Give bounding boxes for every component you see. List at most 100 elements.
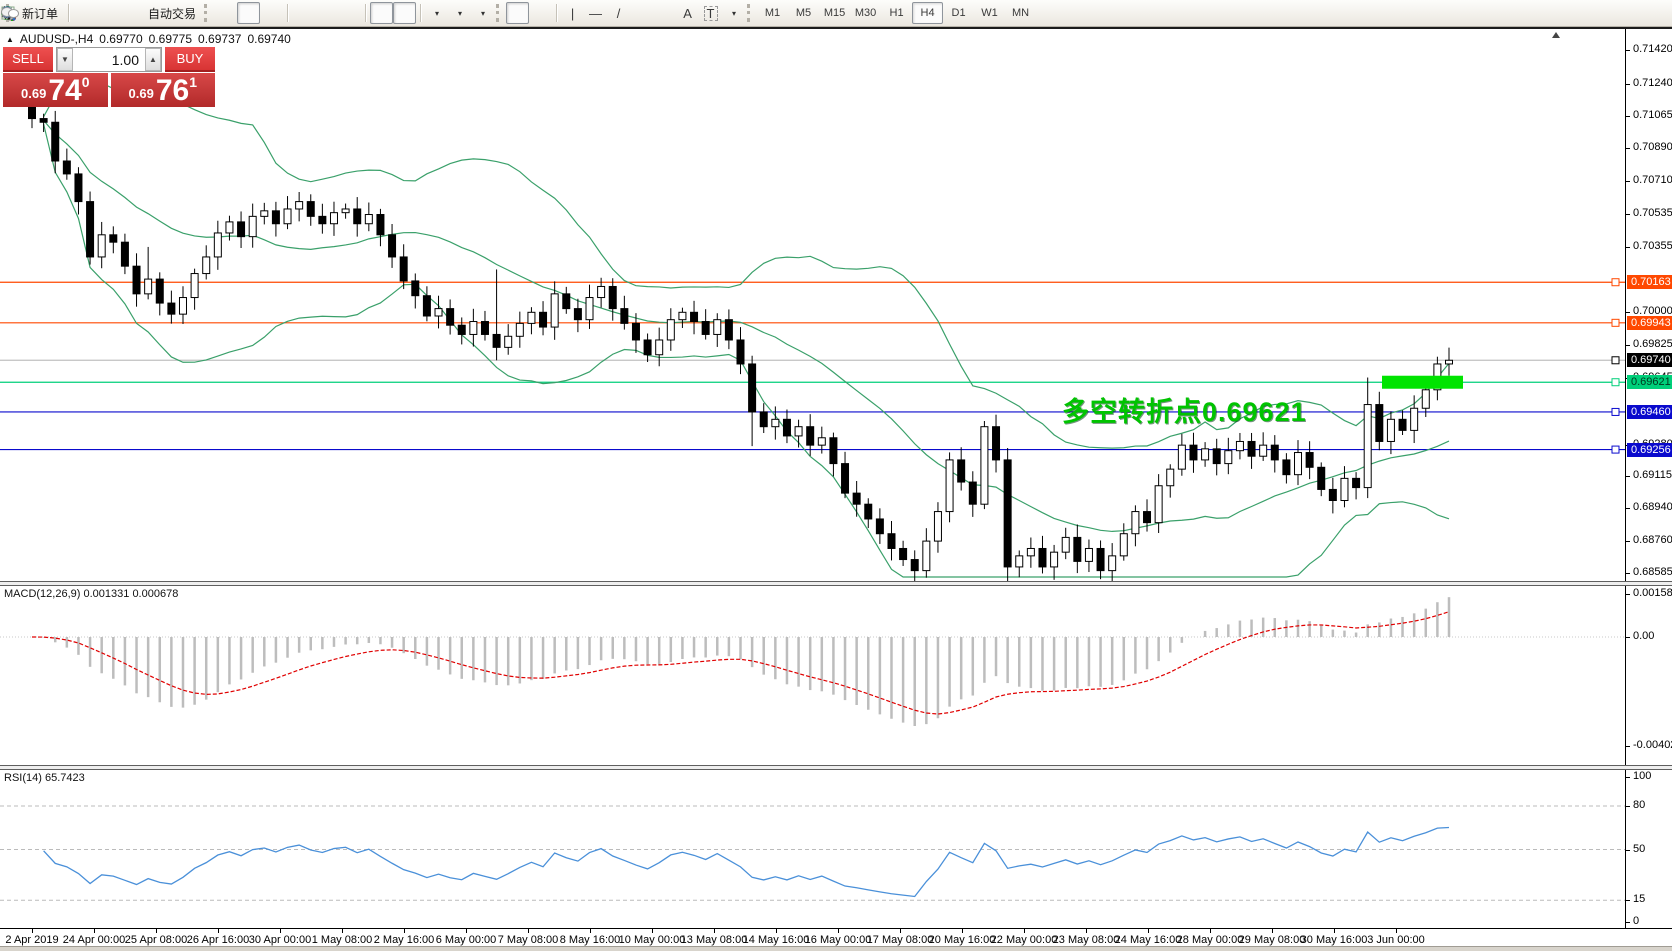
text-tool-button[interactable]: A: [676, 2, 699, 24]
main-chart[interactable]: [0, 29, 1625, 581]
timeframe-button-mn[interactable]: MN: [1011, 7, 1030, 19]
toolbar-grip[interactable]: [204, 4, 210, 22]
candle-body: [1038, 547, 1047, 568]
volume-decrease-button[interactable]: ▼: [57, 48, 73, 71]
timeframe-button-m1[interactable]: M1: [764, 7, 781, 19]
candle-body: [1177, 444, 1186, 470]
volume-input[interactable]: [73, 48, 145, 71]
timeframe-button-w1[interactable]: W1: [981, 7, 998, 19]
sell-button[interactable]: SELL: [3, 47, 53, 72]
buy-price-display[interactable]: 0.69 76 1: [110, 73, 215, 107]
price-line-badge: 0.70163: [1627, 275, 1672, 290]
arrows-tool-button[interactable]: ▾: [3, 2, 745, 24]
time-label: 7 May 08:00: [497, 934, 559, 946]
candlestick-chart-button[interactable]: [1, 2, 261, 24]
trendline-tool-button[interactable]: /: [607, 2, 630, 24]
cursor-tool-button[interactable]: [4, 2, 530, 24]
timeframe-button-m5[interactable]: M5: [795, 7, 812, 19]
price-tick: [1626, 246, 1630, 248]
zoom-out-button[interactable]: [2, 2, 338, 24]
buy-button[interactable]: BUY: [165, 47, 215, 72]
time-tick: [342, 929, 343, 933]
macd-panel[interactable]: [0, 586, 1625, 764]
time-tick: [280, 929, 281, 933]
new-chart-button[interactable]: ▾: [1, 2, 448, 24]
collapse-triangle-icon[interactable]: ▲: [6, 34, 14, 44]
bottom-scroll-strip[interactable]: [0, 946, 1672, 951]
candle-body: [422, 295, 431, 317]
candle-body: [434, 308, 443, 317]
autotrade-label: 自动交易: [148, 6, 197, 21]
new-order-button[interactable]: 新订单: [2, 2, 64, 24]
candle-body: [97, 234, 106, 258]
trendline-icon: /: [616, 5, 621, 21]
timeframe-button-h4[interactable]: H4: [912, 2, 944, 24]
chart-shift-button[interactable]: [2, 2, 417, 24]
signal-button[interactable]: [1, 2, 142, 24]
price-tick-label: 0.70355: [1633, 239, 1672, 252]
zoom-in-button[interactable]: [2, 2, 315, 24]
candle-body: [1398, 418, 1407, 431]
candle-body: [1375, 404, 1384, 442]
time-label: 2 Apr 2019: [5, 934, 59, 946]
channel-tool-button[interactable]: E: [1, 2, 653, 24]
volume-increase-button[interactable]: ▲: [145, 48, 161, 71]
candle-body: [875, 518, 884, 535]
chart-window-border: [0, 27, 1672, 29]
price-line-badge: 0.69621: [1627, 375, 1672, 390]
rsi-panel[interactable]: [0, 770, 1625, 928]
panel-separator[interactable]: [0, 765, 1672, 770]
fibonacci-tool-button[interactable]: F: [2, 2, 676, 24]
candle-body: [1015, 555, 1024, 568]
price-tick: [1626, 475, 1630, 477]
time-label: 3 Jun 00:00: [1367, 934, 1425, 946]
chat-button[interactable]: [1, 2, 1662, 24]
bar-chart-button[interactable]: [1, 2, 237, 24]
chart-shift-marker-icon[interactable]: [1552, 32, 1560, 38]
quote-high: 0.69775: [148, 32, 193, 46]
market-button[interactable]: [2, 2, 96, 24]
candle-body: [62, 160, 71, 175]
crosshair-tool-button[interactable]: [1, 2, 552, 24]
timeframe-button-m15[interactable]: M15: [823, 7, 846, 19]
candle-body: [306, 201, 315, 217]
level-line-marker: [1611, 278, 1620, 287]
candle-body: [1386, 418, 1395, 442]
candle-body: [1061, 536, 1070, 553]
candle-body: [933, 511, 942, 542]
dropdown-caret-icon: ▾: [458, 8, 463, 18]
price-line-badge: 0.69943: [1627, 315, 1672, 330]
candle-body: [817, 437, 826, 446]
profile-button[interactable]: [1, 2, 119, 24]
time-tick: [900, 929, 901, 933]
period-button[interactable]: ▾: [1, 2, 471, 24]
candle-body: [120, 241, 129, 267]
candle-body: [457, 324, 466, 335]
vline-tool-button[interactable]: |: [561, 2, 584, 24]
panel-separator[interactable]: [0, 581, 1672, 586]
candle-body: [631, 322, 640, 341]
time-label: 20 May 16:00: [928, 934, 996, 946]
candle-body: [492, 333, 501, 348]
hline-tool-button[interactable]: —: [584, 2, 607, 24]
candle-body: [1305, 452, 1314, 468]
search-button[interactable]: [1, 2, 1633, 24]
candle-body: [411, 280, 420, 297]
toolbar-grip[interactable]: [496, 4, 502, 22]
time-label: 30 Apr 00:00: [248, 934, 312, 946]
label-tool-button[interactable]: T: [699, 2, 722, 24]
timeframe-button-m30[interactable]: M30: [854, 7, 877, 19]
sell-price-display[interactable]: 0.69 74 0: [3, 73, 108, 107]
line-chart-button[interactable]: [1, 2, 283, 24]
hline-icon: —: [589, 5, 603, 21]
tile-windows-button[interactable]: [2, 2, 361, 24]
candle-body: [260, 210, 269, 217]
price-line-badge: 0.69460: [1627, 404, 1672, 419]
autoscroll-button[interactable]: [2, 2, 394, 24]
autotrade-button[interactable]: 自动交易: [3, 2, 202, 24]
toolbar-grip[interactable]: [747, 4, 753, 22]
price-axis[interactable]: 0.71420 0.71240 0.71065 0.70890 0.70710 0.705…: [1625, 29, 1672, 928]
timeframe-button-d1[interactable]: D1: [951, 7, 966, 19]
timeframe-button-h1[interactable]: H1: [889, 7, 904, 19]
indicators-button[interactable]: ▾: [1, 2, 494, 24]
